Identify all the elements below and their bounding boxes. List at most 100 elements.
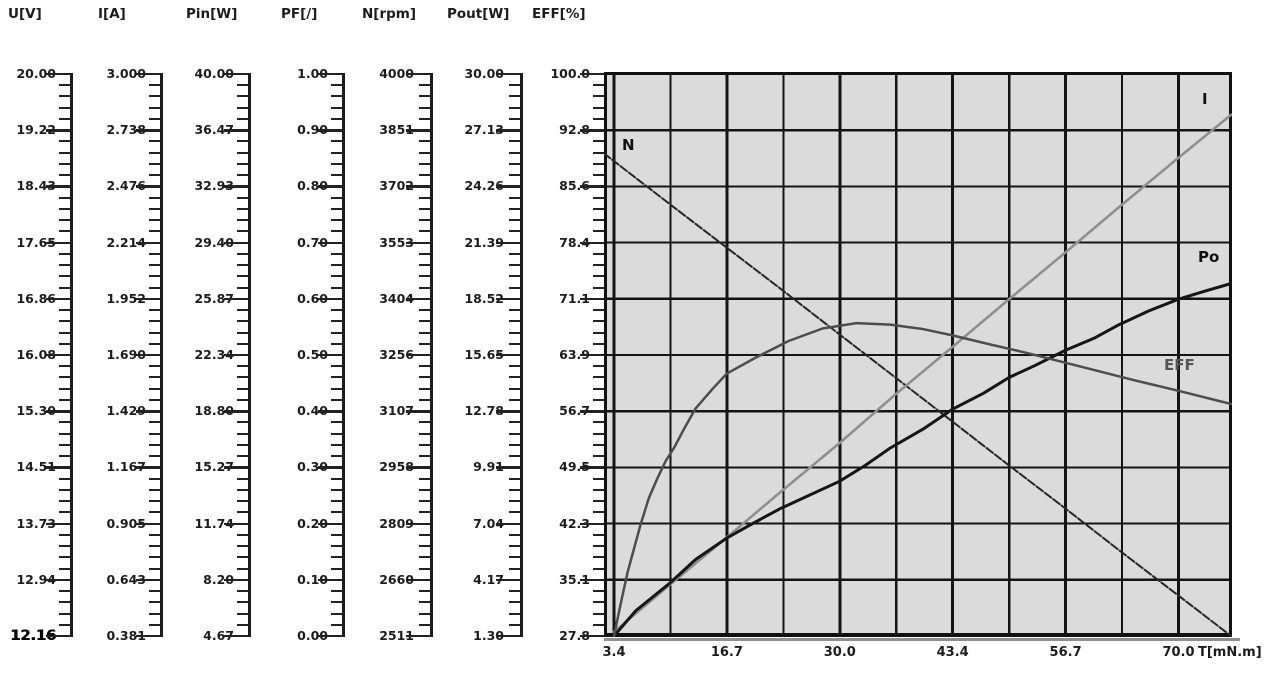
scale-tick-minor [149, 556, 160, 559]
scale-tick-minor [237, 342, 248, 345]
scale-tick-minor [509, 612, 520, 615]
scale-tick-minor [237, 365, 248, 368]
scale-tick-label: 0.50 [297, 347, 328, 362]
scale-tick-minor [237, 567, 248, 570]
scale-tick-label: 85.6 [559, 178, 590, 194]
scale-tick-minor [237, 219, 248, 222]
scale-tick-minor [419, 342, 430, 345]
scale-tick-minor [419, 567, 430, 570]
x-tick-label: 16.7 [710, 645, 743, 660]
scale-tick-minor [509, 264, 520, 267]
scale-tick-minor [509, 533, 520, 536]
scale-tick-minor [59, 320, 70, 323]
scale-tick-major [46, 73, 70, 76]
scale-tick-label: 92.8 [559, 122, 590, 138]
scale-tick-minor [593, 140, 604, 143]
scale-tick-minor [509, 387, 520, 390]
scale-tick-minor [331, 162, 342, 165]
scale-tick-major [46, 578, 70, 582]
scale-tick-major [224, 578, 248, 582]
scale-tick-major [136, 297, 160, 301]
scale-tick-minor [149, 151, 160, 154]
scale-tick-major [136, 354, 160, 357]
scale-tick-minor [59, 488, 70, 491]
scale-tick-minor [593, 556, 604, 559]
scale-tick-minor [149, 533, 160, 536]
scale-tick-minor [509, 230, 520, 233]
scale-tick-minor [331, 275, 342, 278]
scale-tick-major [224, 73, 248, 76]
scale-tick-major [46, 410, 70, 413]
scale-tick-major [580, 241, 604, 244]
x-tick-label: 70.0 [1162, 645, 1195, 660]
scale-tick-major [580, 522, 604, 525]
scale-tick-major [406, 297, 430, 301]
scale-tick-label: 30.00 [464, 66, 504, 81]
scale-tick-minor [237, 286, 248, 289]
scale-tick-minor [593, 477, 604, 480]
scale-tick-label: 4.67 [203, 628, 234, 643]
scale-tick-label: 16.86 [16, 290, 56, 306]
scale-tick-label: 2809 [379, 515, 414, 531]
scale-tick-major [46, 635, 70, 638]
scale-tick-minor [509, 196, 520, 199]
scale-tick-label: 18.80 [194, 403, 234, 419]
scale-axis-line [520, 73, 523, 637]
scale-tick-minor [237, 196, 248, 199]
scale-tick-minor [149, 601, 160, 604]
scale-tick-minor [59, 84, 70, 87]
scale-tick-minor [59, 252, 70, 255]
x-tick-label: 30.0 [823, 645, 856, 660]
scale-tick-minor [593, 196, 604, 199]
scale-tick-minor [331, 488, 342, 491]
scale-title-pf: PF[/] [281, 6, 318, 22]
scale-tick-label: 3553 [379, 234, 414, 250]
scale-tick-minor [593, 230, 604, 233]
scale-tick-label: 12.16 [10, 628, 56, 644]
scale-tick-minor [237, 376, 248, 379]
scale-tick-minor [149, 432, 160, 435]
scale-tick-minor [593, 398, 604, 401]
scale-tick-minor [419, 623, 430, 626]
scale-tick-minor [509, 477, 520, 480]
scale-tick-label: 8.20 [203, 571, 234, 587]
scale-tick-minor [237, 207, 248, 210]
scale-tick-minor [593, 365, 604, 368]
scale-tick-minor [509, 275, 520, 278]
scale-tick-minor [419, 275, 430, 278]
scale-tick-major [496, 522, 520, 525]
scale-tick-minor [237, 623, 248, 626]
scale-tick-minor [331, 219, 342, 222]
scale-tick-label: 15.65 [464, 347, 504, 362]
scale-tick-label: 0.20 [297, 515, 328, 531]
scale-tick-minor [419, 511, 430, 514]
scale-tick-minor [59, 196, 70, 199]
scale-tick-minor [59, 286, 70, 289]
x-tick-label: 56.7 [1049, 645, 1082, 660]
scale-tick-minor [149, 162, 160, 165]
scale-tick-minor [59, 376, 70, 379]
scale-tick-label: 0.905 [106, 515, 146, 531]
scale-tick-minor [419, 230, 430, 233]
scale-tick-major [224, 297, 248, 301]
scale-tick-minor [593, 309, 604, 312]
scale-tick-label: 19.22 [16, 122, 56, 138]
scale-tick-minor [59, 567, 70, 570]
scale-tick-label: 3256 [379, 347, 414, 362]
scale-tick-minor [149, 84, 160, 87]
scale-tick-minor [331, 252, 342, 255]
scale-tick-minor [59, 264, 70, 267]
scale-tick-minor [149, 421, 160, 424]
scale-tick-minor [149, 309, 160, 312]
scale-tick-minor [419, 117, 430, 120]
scale-tick-minor [59, 342, 70, 345]
scale-tick-label: 27.8 [559, 628, 590, 643]
scale-tick-minor [593, 174, 604, 177]
scale-tick-major [580, 466, 604, 469]
scale-tick-minor [149, 387, 160, 390]
scale-tick-minor [593, 106, 604, 109]
scale-tick-minor [419, 601, 430, 604]
scale-tick-minor [237, 387, 248, 390]
scale-tick-minor [59, 140, 70, 143]
scale-tick-major [496, 578, 520, 582]
